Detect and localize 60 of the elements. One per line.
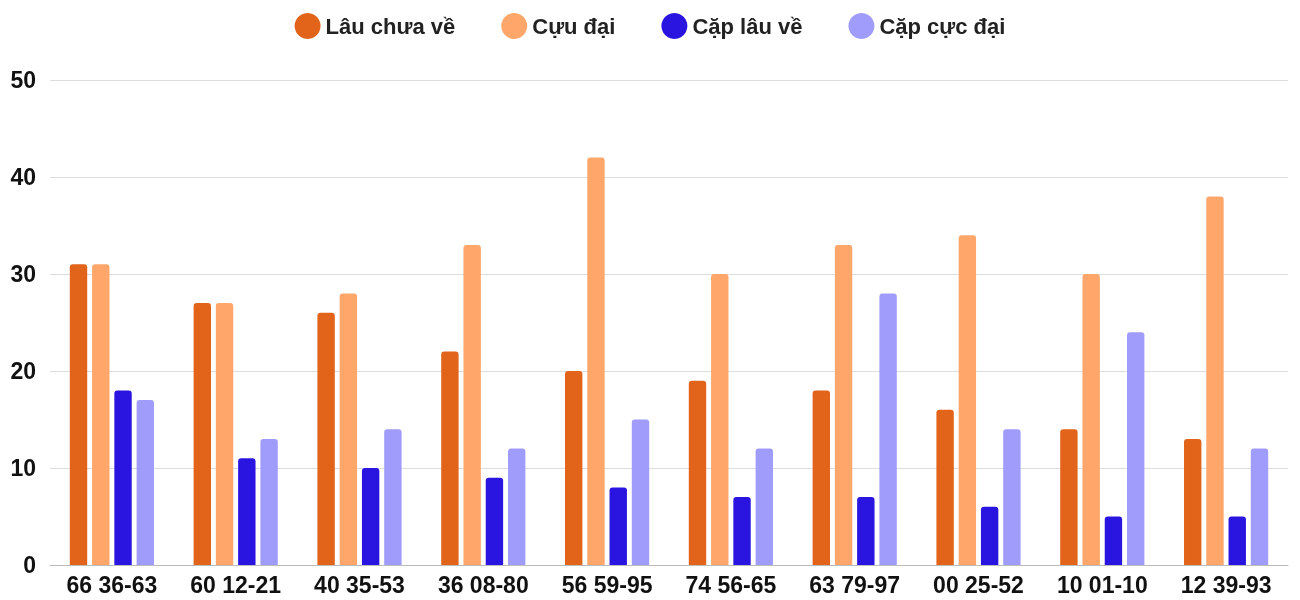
bar [1127,332,1145,565]
bar [936,409,954,565]
bar [463,244,481,565]
bar [711,274,729,565]
bar [857,497,875,565]
bar [92,264,110,565]
bar [260,438,278,565]
bar [136,400,154,565]
bar [609,487,627,565]
bar [215,303,234,565]
bar [69,264,88,565]
x-tick-label: 12 39-93 [1180,571,1272,598]
bar [441,351,459,565]
legend-label: Cặp lâu về [692,13,803,39]
y-tick-label: 10 [10,455,36,481]
bar [755,448,773,565]
bar [688,380,707,565]
bar [812,390,830,565]
bar [1082,274,1100,565]
bar [317,312,335,565]
x-tick-label: 66 36-63 [66,571,158,598]
y-tick-label: 50 [10,67,36,93]
legend-label: Cựu đại [532,13,616,39]
bar [1250,448,1269,565]
x-tick-label: 00 25-52 [933,571,1024,598]
y-tick-label: 40 [10,164,36,190]
bar [1104,516,1123,565]
x-tick-label: 56 59-95 [561,571,653,598]
y-tick-label: 20 [10,358,36,384]
bar [980,506,999,565]
bar [384,429,402,565]
x-tick-label: 36 08-80 [437,571,529,598]
bar [361,468,380,565]
bar [834,244,853,565]
legend-label: Lâu chưa về [325,13,456,39]
x-tick-label: 60 12-21 [190,571,282,598]
bar [238,458,256,565]
bar [565,371,583,565]
x-tick-label: 74 56-65 [685,571,777,598]
bar [733,497,751,565]
x-tick-label: 40 35-53 [314,571,405,598]
bar [631,419,650,565]
bar [485,477,504,565]
bar [1003,429,1021,565]
bar [508,448,526,565]
bar [193,303,211,565]
bar [114,390,132,565]
bar [1228,516,1246,565]
y-tick-label: 30 [10,261,36,287]
bar [1206,196,1224,565]
bar [587,157,605,565]
bar [879,293,897,565]
x-tick-label: 10 01-10 [1056,571,1148,598]
bar [1060,429,1078,565]
bar [339,293,358,565]
bar [1184,438,1202,565]
y-tick-label: 0 [23,552,36,578]
bar [958,235,977,565]
legend-label: Cặp cực đại [879,13,1006,39]
x-tick-label: 63 79-97 [809,571,901,598]
